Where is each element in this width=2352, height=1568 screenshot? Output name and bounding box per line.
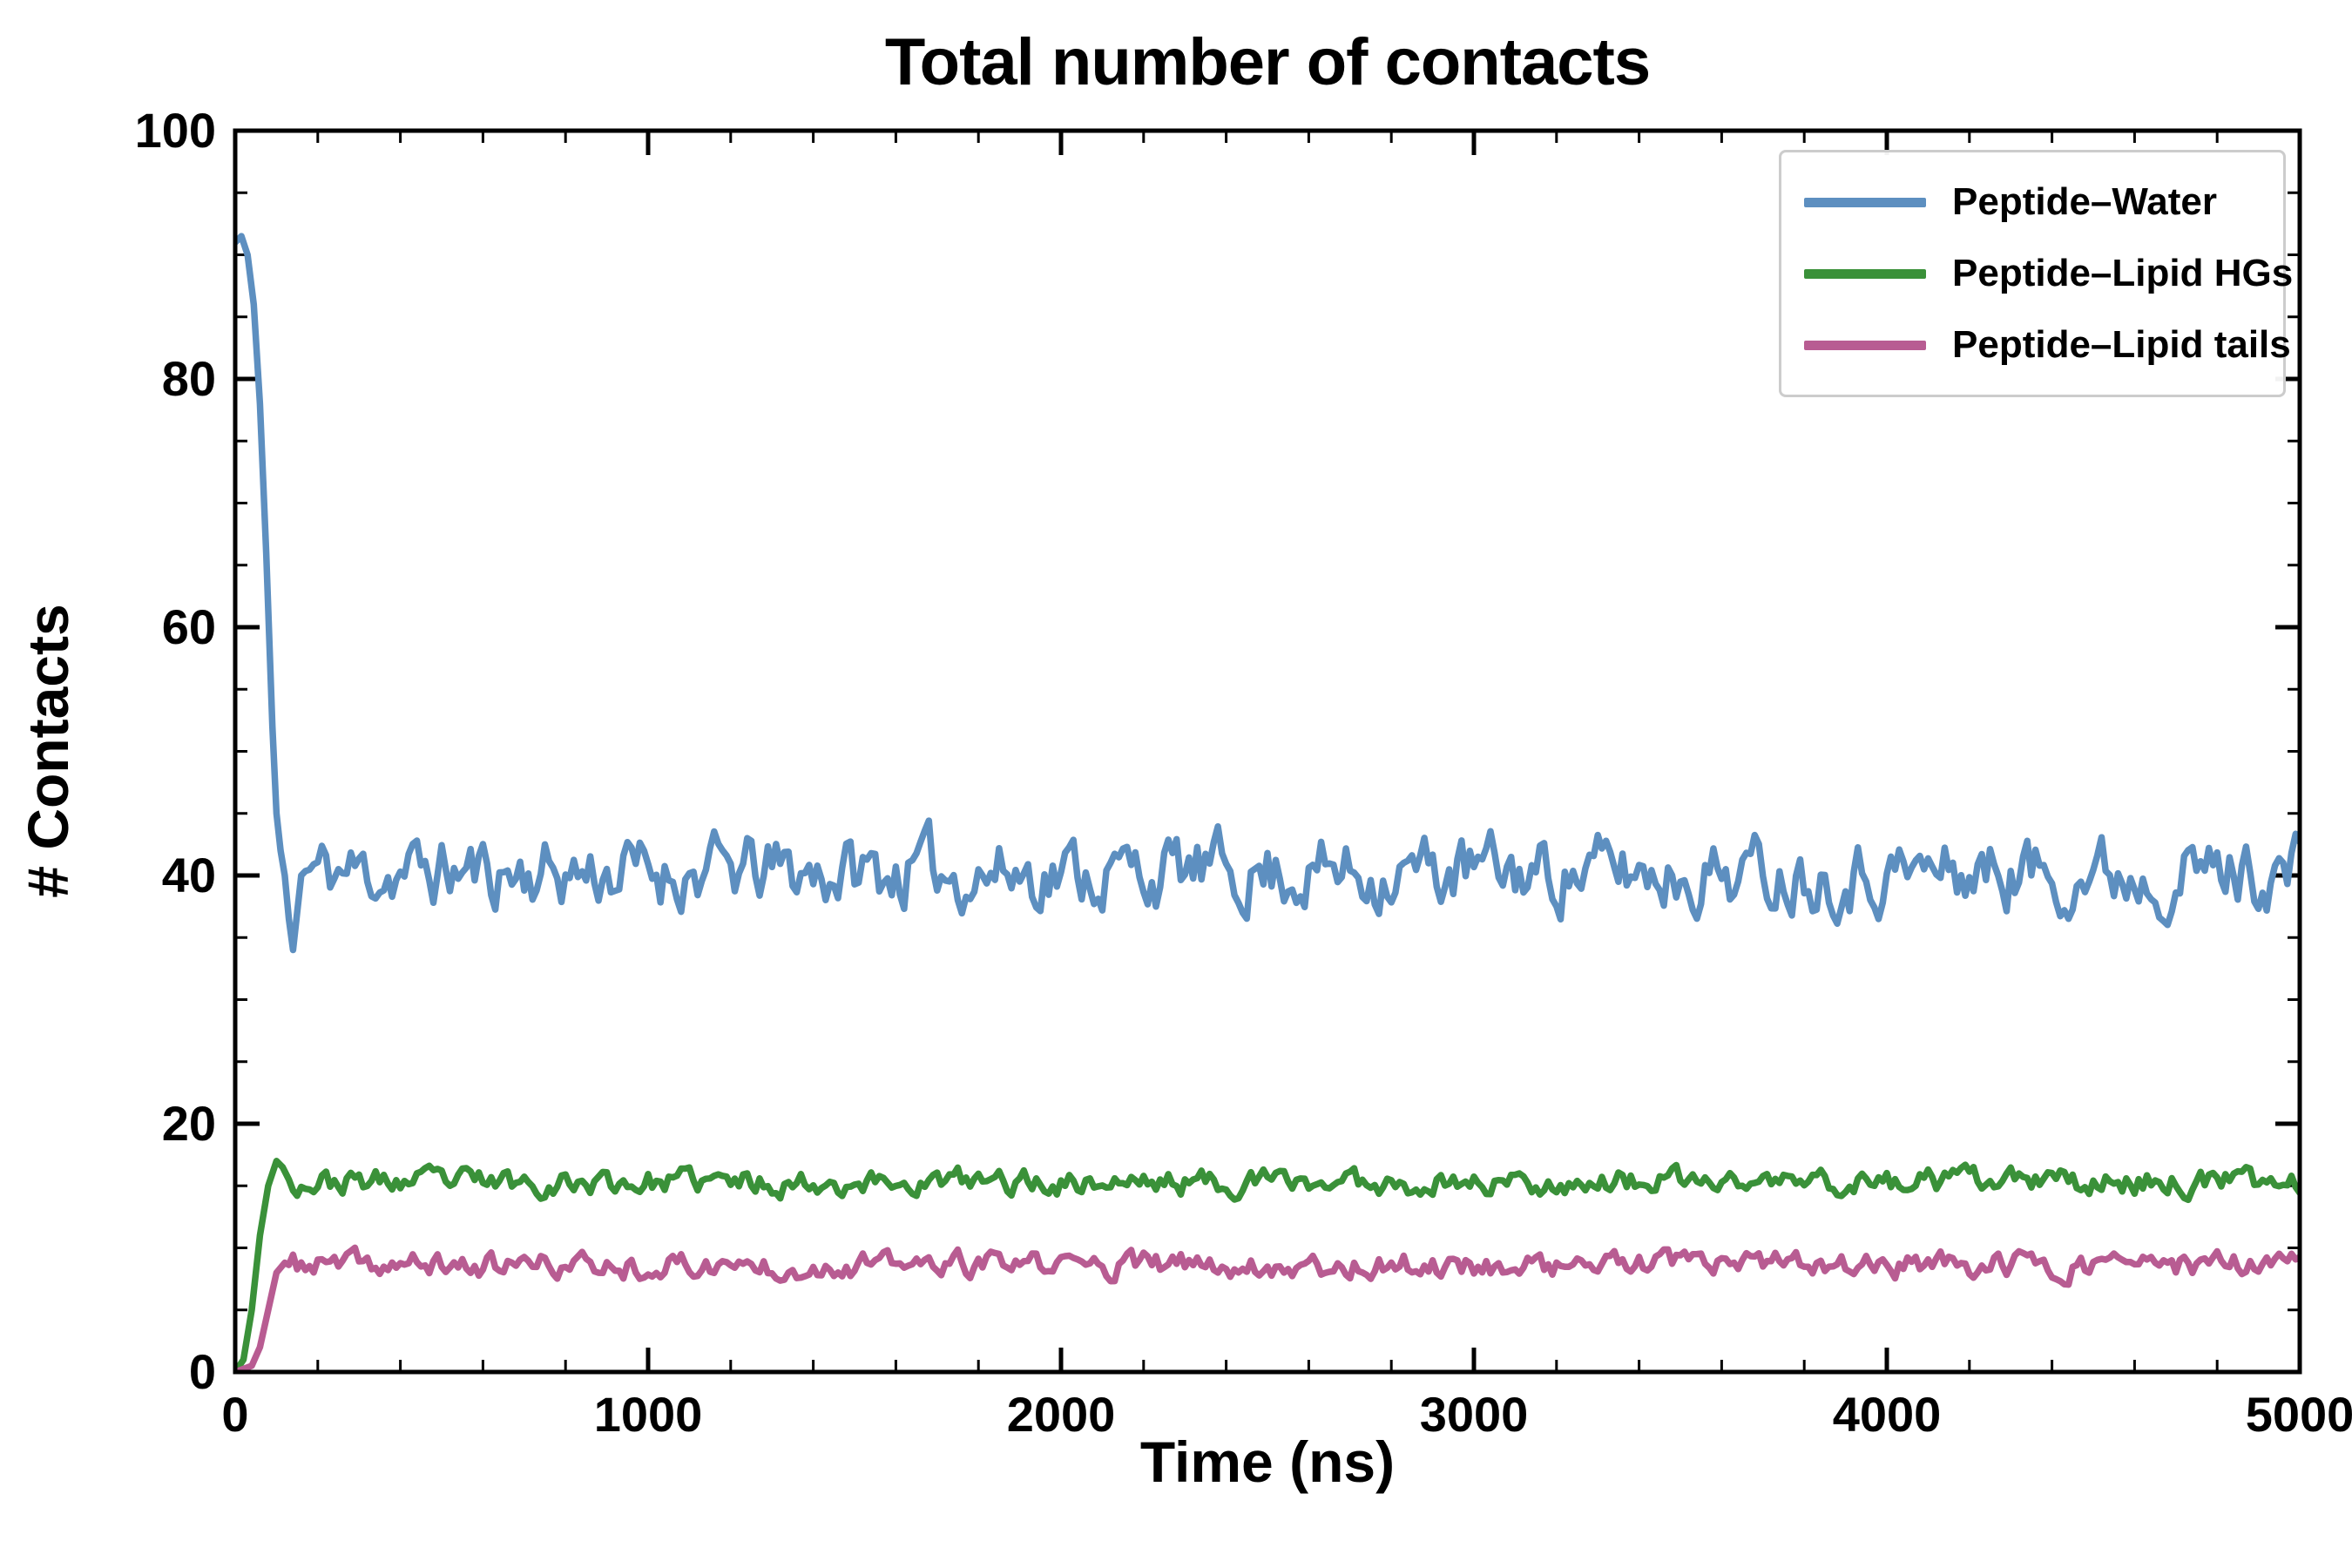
- svg-text:3000: 3000: [1420, 1387, 1529, 1442]
- chart-title: Total number of contacts: [884, 25, 1651, 99]
- legend-swatch-peptide-lipid-tails: [1804, 340, 1926, 350]
- svg-text:100: 100: [135, 103, 216, 158]
- legend-item-peptide-lipid-hgs: Peptide–Lipid HGs: [1804, 238, 2293, 309]
- svg-text:2000: 2000: [1007, 1387, 1116, 1442]
- svg-text:60: 60: [162, 599, 216, 654]
- svg-text:0: 0: [221, 1387, 248, 1442]
- legend-label: Peptide–Water: [1952, 180, 2218, 223]
- svg-text:0: 0: [189, 1344, 216, 1399]
- y-axis-label: # Contacts: [16, 604, 80, 898]
- legend: Peptide–Water Peptide–Lipid HGs Peptide–…: [1779, 150, 2293, 397]
- svg-text:1000: 1000: [594, 1387, 703, 1442]
- legend-label: Peptide–Lipid tails: [1952, 323, 2291, 366]
- svg-text:40: 40: [162, 848, 216, 902]
- legend-swatch-peptide-water: [1804, 197, 1926, 207]
- legend-swatch-peptide-lipid-hgs: [1804, 268, 1926, 279]
- svg-text:80: 80: [162, 351, 216, 406]
- legend-item-peptide-water: Peptide–Water: [1804, 166, 2261, 238]
- legend-item-peptide-lipid-tails: Peptide–Lipid tails: [1804, 309, 2291, 381]
- svg-text:20: 20: [162, 1096, 216, 1151]
- legend-label: Peptide–Lipid HGs: [1952, 252, 2294, 294]
- svg-text:5000: 5000: [2246, 1387, 2352, 1442]
- svg-text:4000: 4000: [1833, 1387, 1942, 1442]
- x-axis-label: Time (ns): [1139, 1429, 1396, 1494]
